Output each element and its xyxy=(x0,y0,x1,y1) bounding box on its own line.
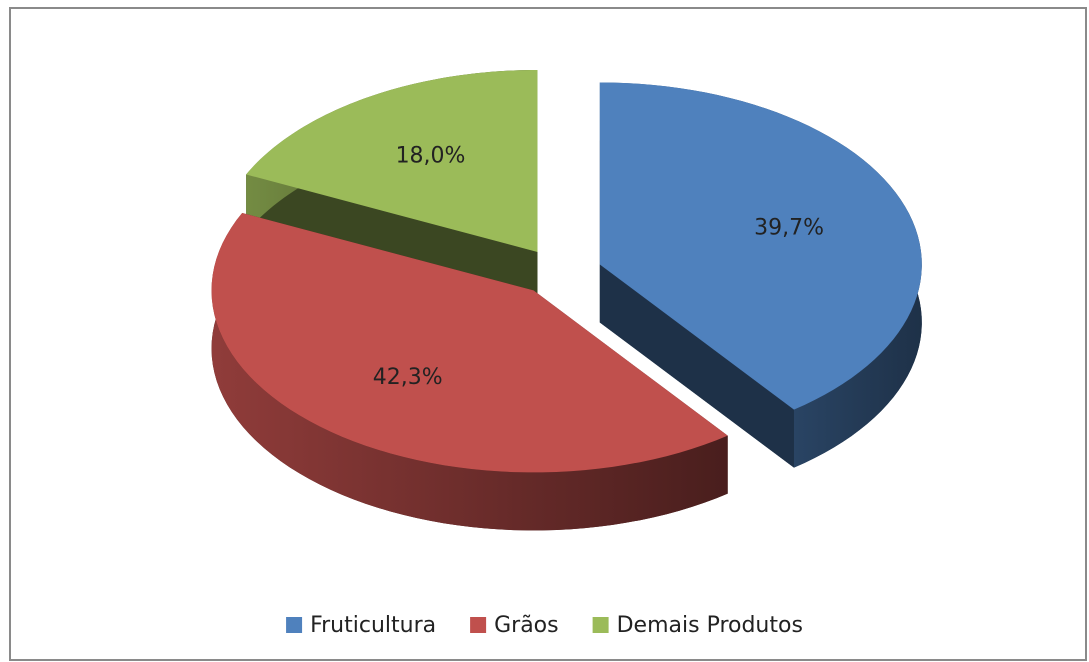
pie-slice xyxy=(599,82,922,468)
slice-radial-wall xyxy=(599,264,794,468)
legend-label: Demais Produtos xyxy=(617,613,803,638)
legend-swatch xyxy=(592,617,609,633)
slice-outer-wall xyxy=(211,212,728,531)
slice-top xyxy=(211,212,728,473)
pie-slice xyxy=(211,212,728,531)
slice-top xyxy=(599,82,922,410)
data-label: 42,3% xyxy=(373,365,443,390)
data-label: 18,0% xyxy=(396,144,466,169)
legend-swatch xyxy=(286,617,303,633)
legend-swatch xyxy=(470,617,487,633)
legend-label: Fruticultura xyxy=(310,613,436,638)
legend-label: Grãos xyxy=(494,613,559,638)
data-label: 39,7% xyxy=(754,216,824,241)
slice-top xyxy=(246,69,538,252)
